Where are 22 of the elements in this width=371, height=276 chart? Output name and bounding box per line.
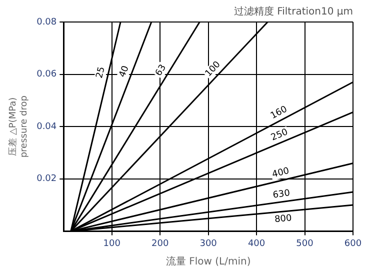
text: 250 (270, 127, 290, 144)
chart-title: 过滤精度 Filtration10 μm (234, 6, 353, 18)
text: 100 (204, 60, 223, 80)
y-tick-label: 0.06 (36, 70, 57, 80)
x-tick-label: 300 (200, 238, 218, 249)
x-tick-label: 100 (103, 238, 121, 249)
text: 25 (94, 66, 108, 80)
x-tick-label: 600 (344, 238, 362, 249)
text: 630 (272, 188, 291, 201)
y-axis-title: 压差 △P(MPa) pressure drop (8, 95, 30, 158)
y-tick-label: 0.04 (36, 122, 57, 132)
text: 400 (271, 166, 291, 180)
y-tick-label: 0.02 (36, 174, 57, 184)
x-tick-label: 400 (248, 238, 266, 249)
text: 800 (274, 214, 292, 226)
text: 160 (269, 104, 290, 122)
text: 40 (118, 64, 132, 79)
x-tick-label: 200 (152, 238, 169, 249)
x-axis-title: 流量 Flow (L/min) (166, 256, 251, 268)
x-tick-label: 500 (296, 238, 314, 249)
y-tick-label: 0.08 (36, 17, 57, 28)
text: 63 (154, 63, 169, 78)
